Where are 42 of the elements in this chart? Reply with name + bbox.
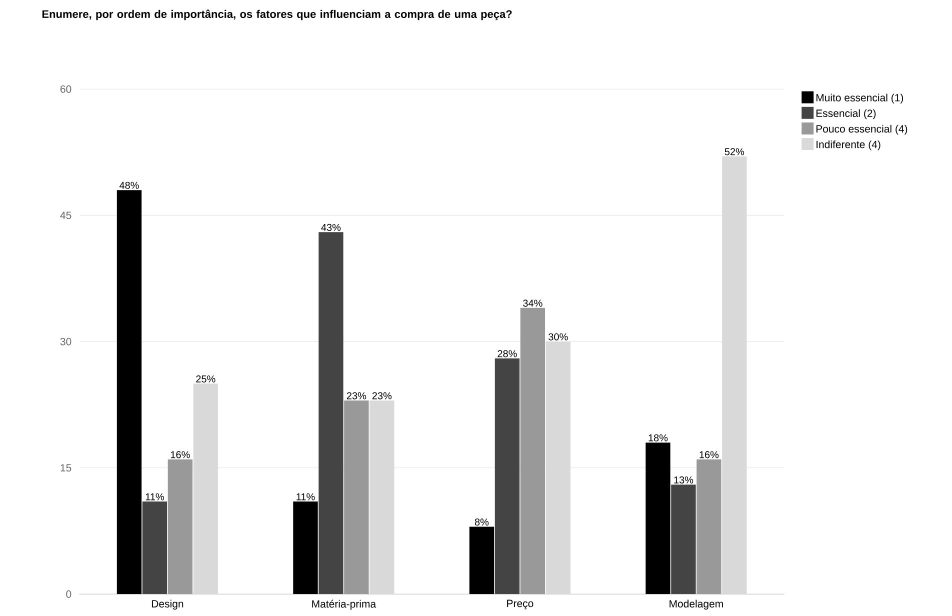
bar bbox=[318, 232, 344, 594]
y-tick-label: 45 bbox=[60, 212, 72, 220]
data-label: 34% bbox=[523, 300, 542, 307]
bar bbox=[646, 442, 670, 594]
x-tick-label: Preço bbox=[507, 600, 534, 610]
bar bbox=[520, 308, 546, 594]
bar bbox=[696, 459, 722, 594]
data-label: 23% bbox=[372, 392, 392, 400]
data-label: 43% bbox=[321, 224, 341, 231]
bar bbox=[494, 358, 520, 594]
bar bbox=[469, 526, 494, 594]
data-label: 13% bbox=[674, 476, 694, 484]
y-tick-label: 30 bbox=[60, 338, 72, 346]
data-label: 25% bbox=[196, 375, 216, 382]
y-tick-label: 60 bbox=[60, 85, 72, 93]
data-label: 11% bbox=[296, 493, 315, 500]
data-label: 16% bbox=[170, 451, 190, 458]
data-label: 11% bbox=[146, 493, 164, 500]
bar bbox=[142, 502, 168, 594]
y-tick-label: 0 bbox=[66, 590, 72, 598]
data-label: 28% bbox=[498, 350, 517, 358]
bar bbox=[671, 484, 696, 594]
data-label: 16% bbox=[700, 451, 719, 458]
x-tick-label: Modelagem bbox=[670, 600, 723, 610]
data-label: 30% bbox=[548, 333, 568, 340]
legend-label: Pouco essencial (4) bbox=[816, 124, 908, 135]
data-label: 8% bbox=[474, 518, 489, 526]
bar bbox=[116, 190, 142, 594]
x-tick-label: Matéria-prima bbox=[312, 600, 376, 610]
legend-label: Essencial (2) bbox=[816, 109, 876, 120]
chart-title: Enumere, por ordem de importância, os fatores que influenciam a compra de uma peça? bbox=[42, 10, 512, 20]
bar bbox=[344, 400, 369, 594]
data-label: 23% bbox=[346, 392, 366, 400]
data-label: 18% bbox=[648, 434, 668, 442]
data-label: 52% bbox=[724, 148, 744, 156]
x-tick-label: Design bbox=[152, 600, 184, 610]
data-label: 48% bbox=[119, 182, 139, 189]
legend-label: Muito essencial (1) bbox=[816, 94, 904, 104]
legend-label: Indiferente (4) bbox=[816, 140, 880, 150]
bar bbox=[168, 459, 193, 594]
y-tick-label: 15 bbox=[60, 464, 72, 472]
bar bbox=[293, 502, 318, 594]
